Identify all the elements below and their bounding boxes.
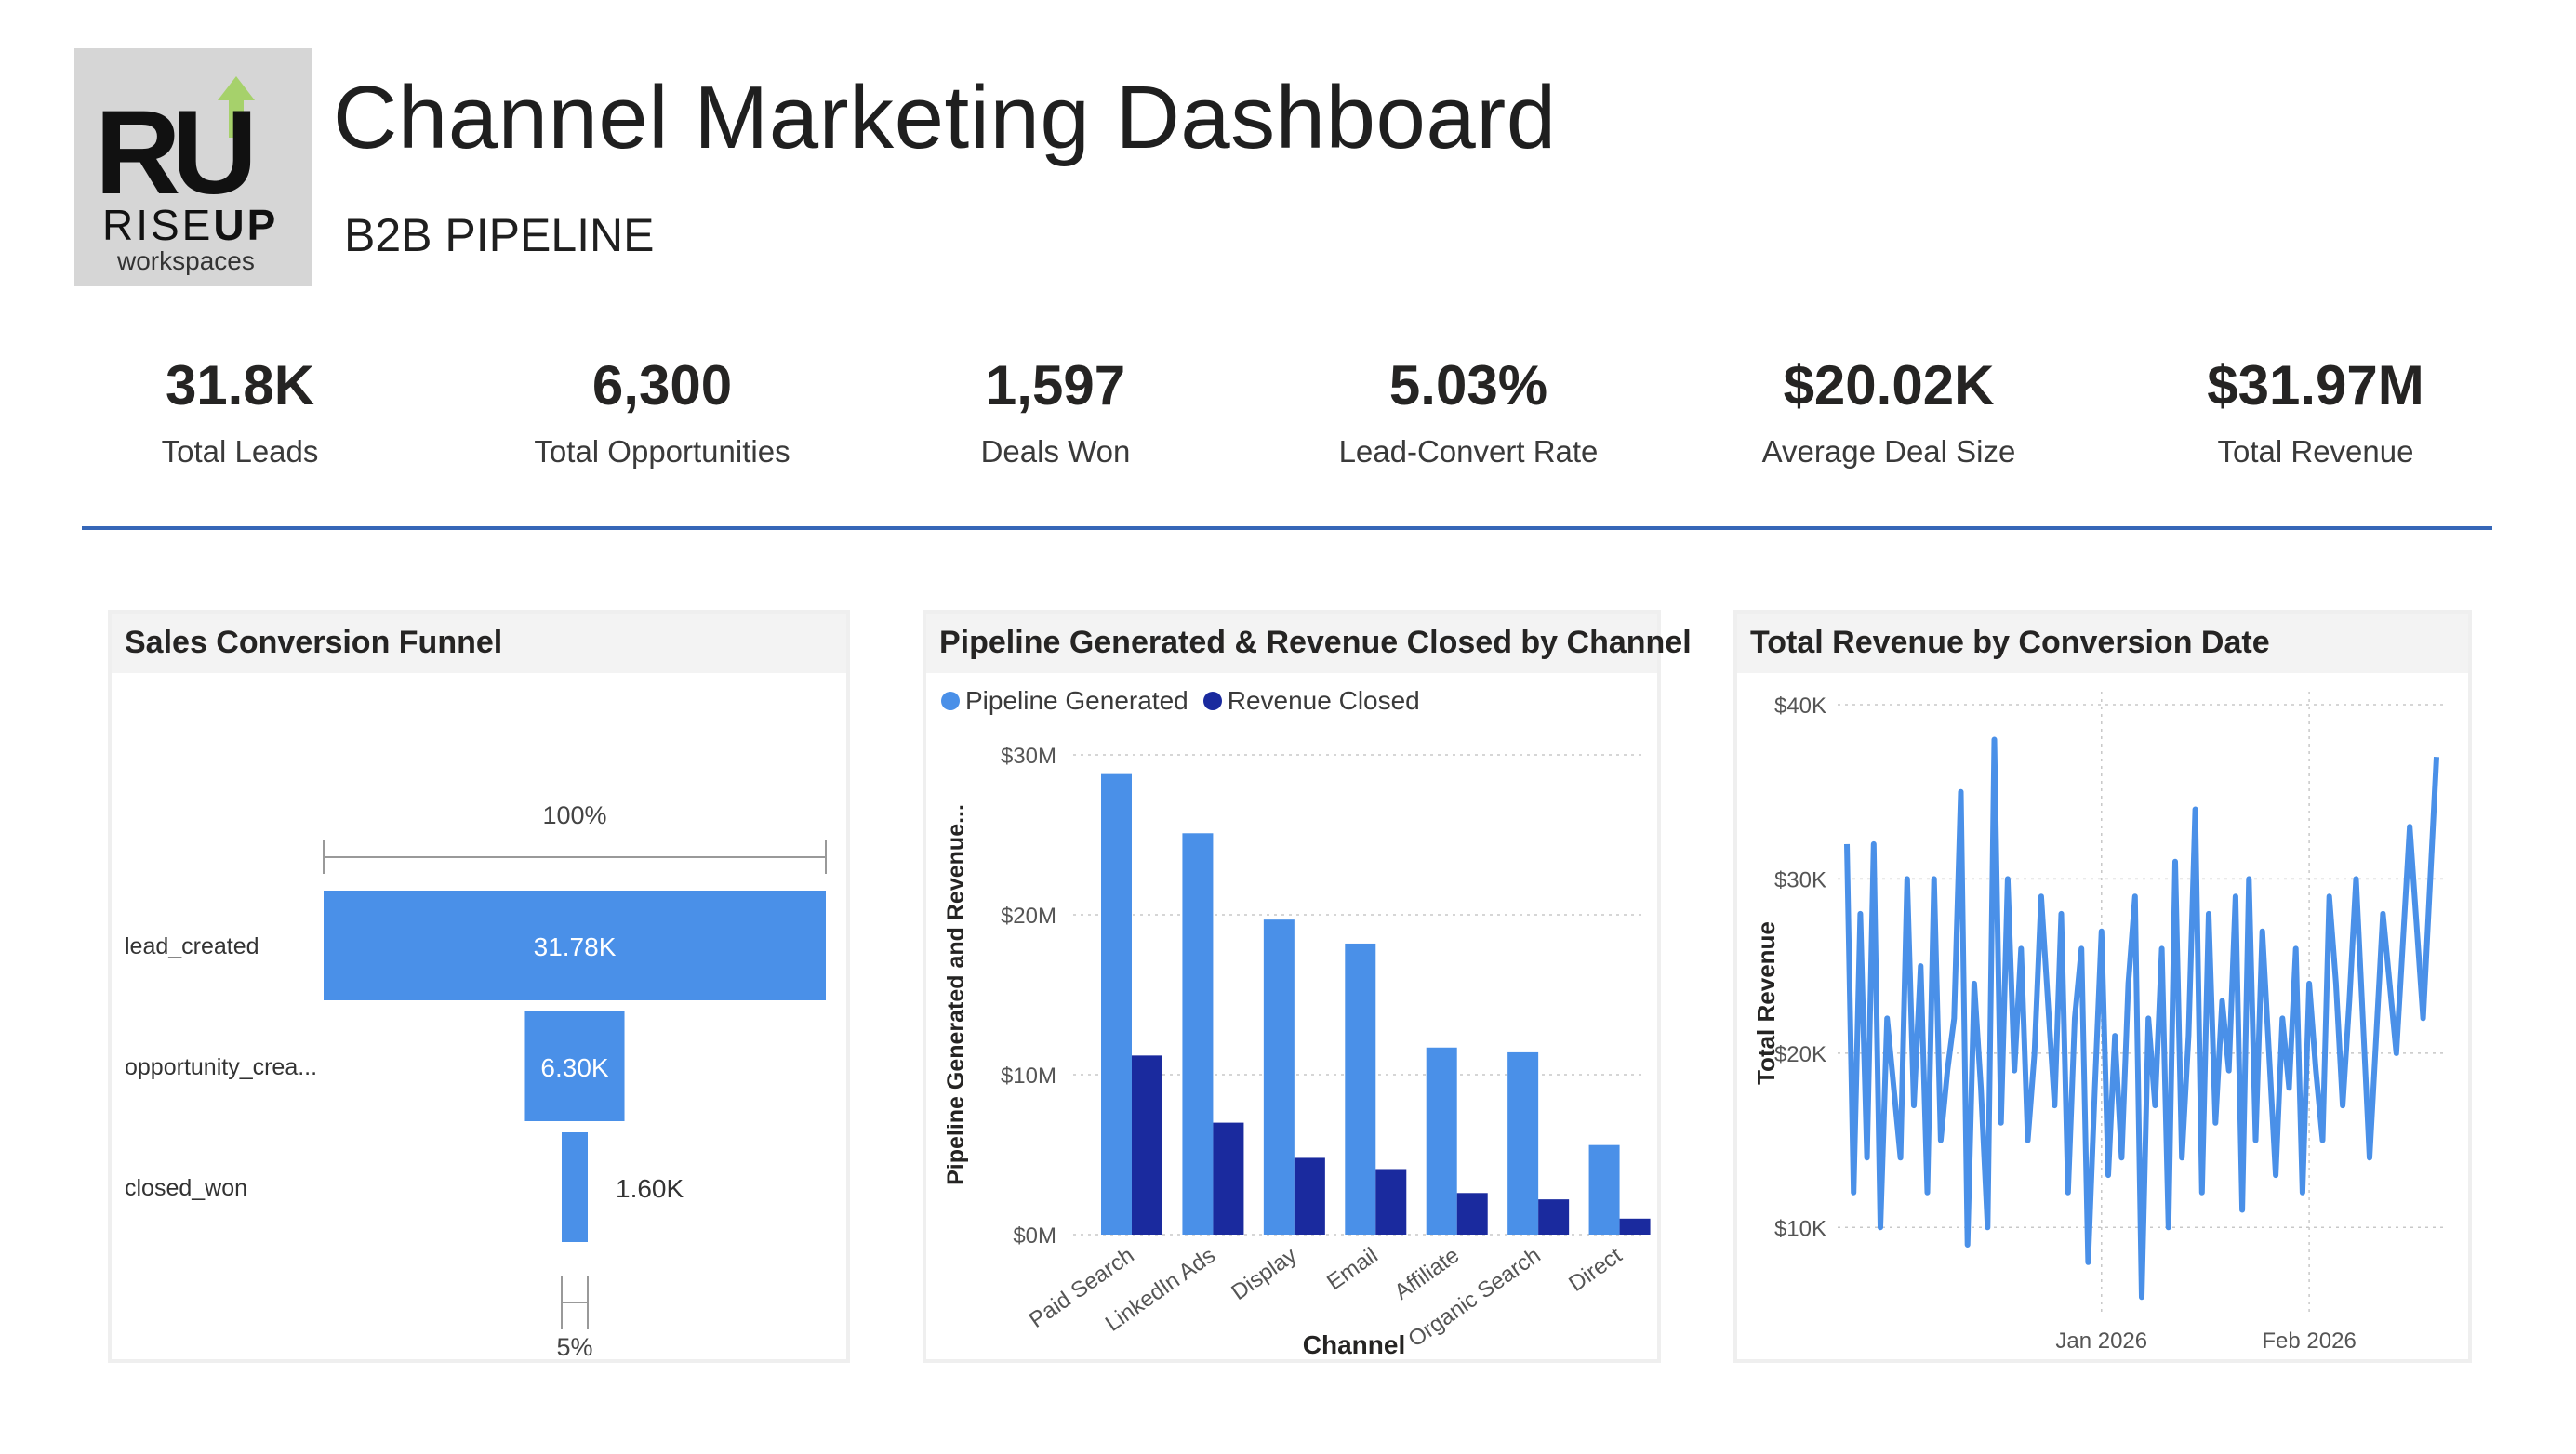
funnel-chart[interactable]: 100% lead_created 31.78K opportunity_crea..… (112, 673, 846, 1359)
x-tick-label: Feb 2026 (2262, 1328, 2356, 1354)
funnel-data-label: 6.30K (540, 1053, 608, 1082)
kpi-value: 6,300 (591, 354, 733, 416)
card-header: Sales Conversion Funnel (112, 614, 846, 673)
legend-swatch-icon (941, 692, 960, 710)
y-tick-label: $30M (1001, 744, 1056, 769)
kpi-label: Total Opportunities (534, 434, 790, 469)
x-tick-label: Email (1322, 1243, 1383, 1296)
kpi-label: Total Revenue (2217, 434, 2414, 469)
y-tick-label: $0M (1013, 1223, 1056, 1249)
bar[interactable] (1619, 1218, 1651, 1235)
kpi-label: Deals Won (980, 434, 1131, 469)
logo-mark: RU (95, 86, 250, 219)
kpi-deals-won[interactable]: 1,597 Deals Won (860, 353, 1251, 469)
bar[interactable] (1132, 1055, 1162, 1235)
bar[interactable] (1263, 919, 1295, 1235)
x-tick-label: Affiliate (1390, 1243, 1465, 1305)
page-subtitle: B2B PIPELINE (344, 209, 655, 261)
company-logo: RU RISEUP workspaces (74, 48, 312, 286)
kpi-value: 5.03% (1388, 354, 1548, 416)
kpi-label: Average Deal Size (1761, 434, 2016, 469)
riseup-logo-icon: RU RISEUP workspaces (74, 48, 312, 286)
kpi-average-deal-size[interactable]: $20.02K Average Deal Size (1693, 353, 2084, 469)
legend-item-pipeline[interactable]: Pipeline Generated (941, 686, 1188, 716)
card-header: Total Revenue by Conversion Date (1737, 614, 2468, 673)
legend-swatch-icon (1202, 692, 1222, 710)
funnel-card[interactable]: Sales Conversion Funnel 100% lead_created… (108, 610, 850, 1363)
funnel-category-label: lead_created (125, 933, 259, 959)
revenue-card[interactable]: Total Revenue by Conversion Date $10K $20… (1733, 610, 2472, 1363)
funnel-category-label: opportunity_crea... (125, 1054, 317, 1080)
page-title: Channel Marketing Dashboard (333, 68, 1557, 167)
y-axis-title: Total Revenue (1752, 921, 1780, 1085)
funnel-data-label: 1.60K (616, 1174, 684, 1203)
card-title: Pipeline Generated & Revenue Closed by C… (939, 625, 1692, 660)
kpi-label: Lead-Convert Rate (1338, 434, 1599, 469)
funnel-bar[interactable] (562, 1132, 588, 1242)
y-tick-label: $30K (1774, 867, 1826, 892)
y-tick-label: $20M (1001, 904, 1056, 929)
logo-word-sub: workspaces (116, 246, 255, 275)
funnel-top-pct: 100% (542, 801, 606, 829)
kpi-value: $20.02K (1783, 354, 1995, 416)
kpi-value: $31.97M (2207, 354, 2424, 416)
bar[interactable] (1456, 1193, 1488, 1235)
x-axis-title: Channel (1303, 1330, 1405, 1359)
bar[interactable] (1426, 1047, 1457, 1235)
kpi-divider (82, 526, 2492, 530)
svg-text:RISEUP: RISEUP (102, 201, 278, 249)
y-tick-label: $20K (1774, 1042, 1826, 1067)
legend-item-revenue[interactable]: Revenue Closed (1202, 686, 1420, 716)
bar[interactable] (1101, 773, 1132, 1235)
kpi-value: 31.8K (165, 354, 315, 416)
bar[interactable] (1345, 943, 1376, 1235)
y-tick-label: $40K (1774, 694, 1826, 719)
kpi-lead-convert-rate[interactable]: 5.03% Lead-Convert Rate (1273, 353, 1664, 469)
card-header: Pipeline Generated & Revenue Closed by C… (926, 614, 1692, 673)
kpi-value: 1,597 (985, 354, 1126, 416)
funnel-data-label: 31.78K (534, 932, 617, 961)
funnel-bottom-pct: 5% (556, 1333, 592, 1359)
y-axis-title: Pipeline Generated and Revenue... (943, 804, 969, 1185)
x-tick-label: Display (1227, 1243, 1301, 1305)
bar[interactable] (1375, 1169, 1407, 1235)
x-tick-label: Jan 2026 (2055, 1328, 2147, 1354)
legend-label: Pipeline Generated (965, 686, 1188, 715)
kpi-total-leads[interactable]: 31.8K Total Leads (45, 353, 435, 469)
logo-word-up: UP (213, 201, 278, 249)
pipeline-card[interactable]: Pipeline Generated & Revenue Closed by C… (923, 610, 1692, 1363)
card-title: Sales Conversion Funnel (125, 625, 503, 660)
card-title: Total Revenue by Conversion Date (1750, 625, 2270, 660)
funnel-bar[interactable] (324, 891, 826, 1000)
logo-word-rise: RISE (102, 201, 213, 249)
y-tick-label: $10M (1001, 1064, 1056, 1089)
bar[interactable] (1538, 1199, 1570, 1235)
y-tick-label: $10K (1774, 1216, 1826, 1241)
kpi-total-revenue[interactable]: $31.97M Total Revenue (2120, 353, 2511, 469)
bar[interactable] (1294, 1157, 1325, 1235)
legend-label: Revenue Closed (1227, 686, 1420, 715)
chart-legend: Pipeline Generated Revenue Closed (941, 686, 1420, 716)
bar[interactable] (1507, 1051, 1539, 1235)
revenue-line[interactable] (1844, 736, 2439, 1301)
bar[interactable] (1213, 1122, 1244, 1235)
kpi-label: Total Leads (161, 434, 319, 469)
bar[interactable] (1182, 833, 1214, 1235)
funnel-category-label: closed_won (125, 1175, 247, 1201)
kpi-total-opportunities[interactable]: 6,300 Total Opportunities (467, 353, 857, 469)
bar[interactable] (1588, 1144, 1620, 1235)
funnel-bar[interactable] (524, 1011, 625, 1121)
x-tick-label: Direct (1564, 1243, 1627, 1297)
